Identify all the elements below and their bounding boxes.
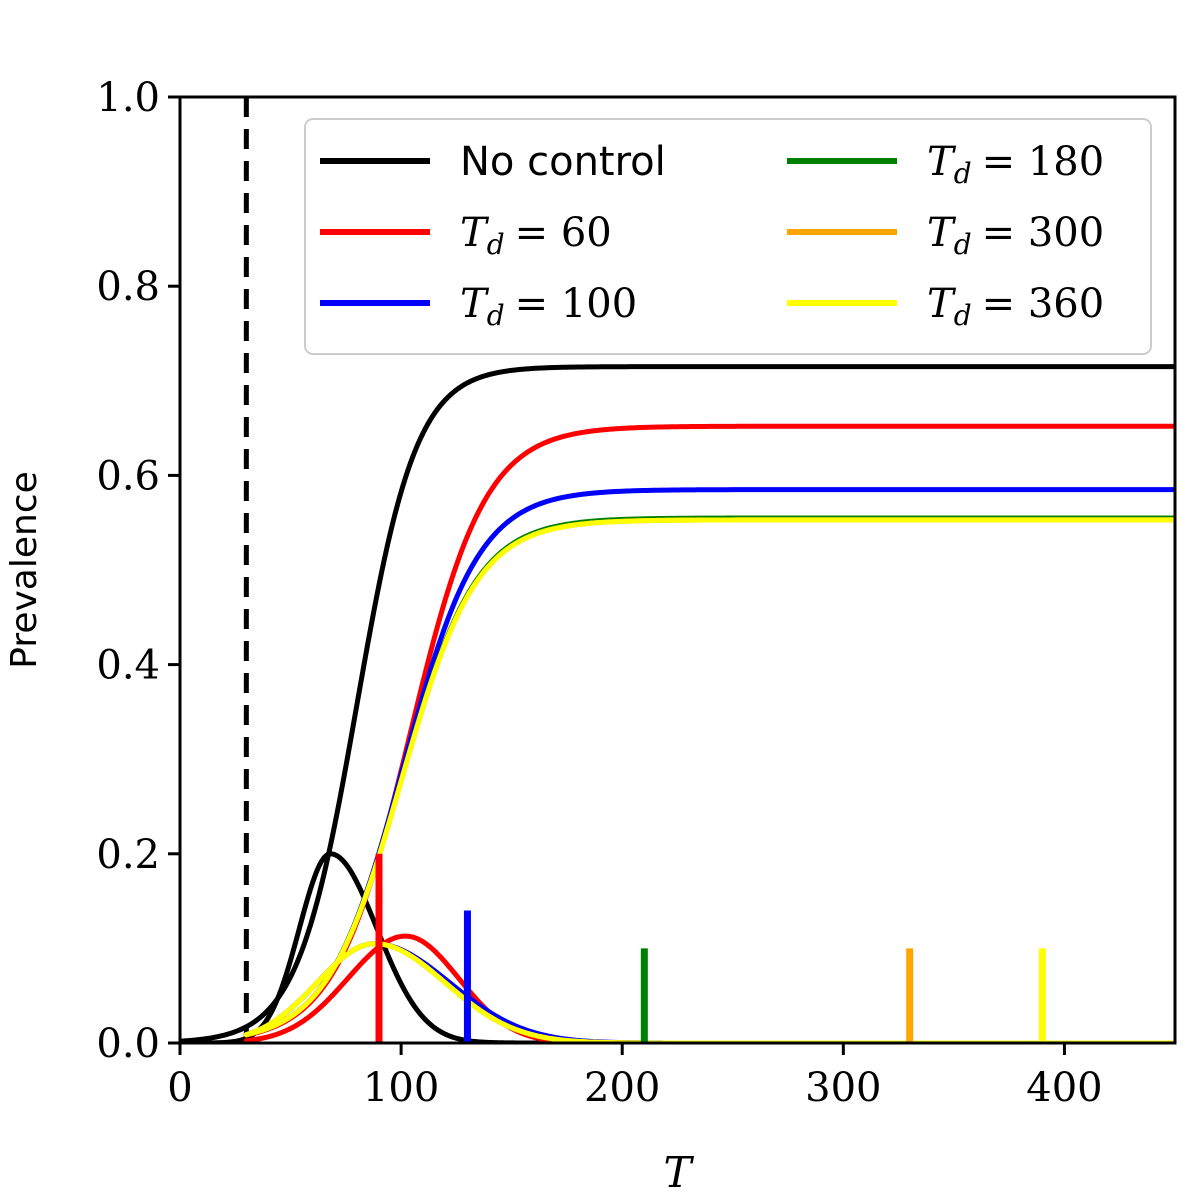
y-axis-label: Prevalence [4, 471, 45, 669]
y-tick-label: 0.8 [96, 264, 160, 310]
series-no-control-incidence-line [180, 851, 1175, 1043]
legend-label-t-d-180: Td = 180 [927, 139, 1104, 190]
y-tick-label: 0.4 [96, 643, 160, 689]
series-t-d-360-incidence-line [243, 941, 1175, 1043]
legend-label-t-d-60: Td = 60 [460, 210, 612, 261]
y-tick-label: 0.2 [96, 832, 160, 878]
curve-layer [180, 364, 1175, 1043]
control-marker-layer [375, 853, 1046, 1043]
x-tick-label: 400 [1026, 1065, 1102, 1111]
legend: No control Td = 60 Td = 100 Td = 180 Td = 300 Td =… [304, 118, 1152, 355]
y-tick-label: 0.6 [96, 453, 160, 499]
series-t-d-60-incidence-line [243, 933, 1175, 1043]
series-no-control-prevalence-line [180, 364, 1175, 1043]
x-tick-label: 200 [584, 1065, 660, 1111]
x-tick-label: 300 [805, 1065, 881, 1111]
x-axis-label: T [663, 1148, 694, 1197]
y-tick-label: 1.0 [96, 75, 160, 121]
legend-label-t-d-100: Td = 100 [460, 281, 637, 332]
plot-frame [178, 95, 1177, 1045]
legend-frame [304, 118, 1152, 355]
legend-label-t-d-360: Td = 360 [927, 281, 1104, 332]
x-tick-label: 100 [363, 1065, 439, 1111]
series-t-d-360-prevalence-line [243, 517, 1175, 1038]
legend-label-no-control: No control [460, 139, 666, 185]
y-tick-label: 0.0 [96, 1021, 160, 1067]
legend-label-t-d-300: Td = 300 [927, 210, 1104, 261]
x-tick-label: 0 [167, 1065, 192, 1111]
tick-layer: 0 100 200 300 400 0.0 0.2 0.4 0.6 0.8 1.0 [96, 75, 1102, 1111]
